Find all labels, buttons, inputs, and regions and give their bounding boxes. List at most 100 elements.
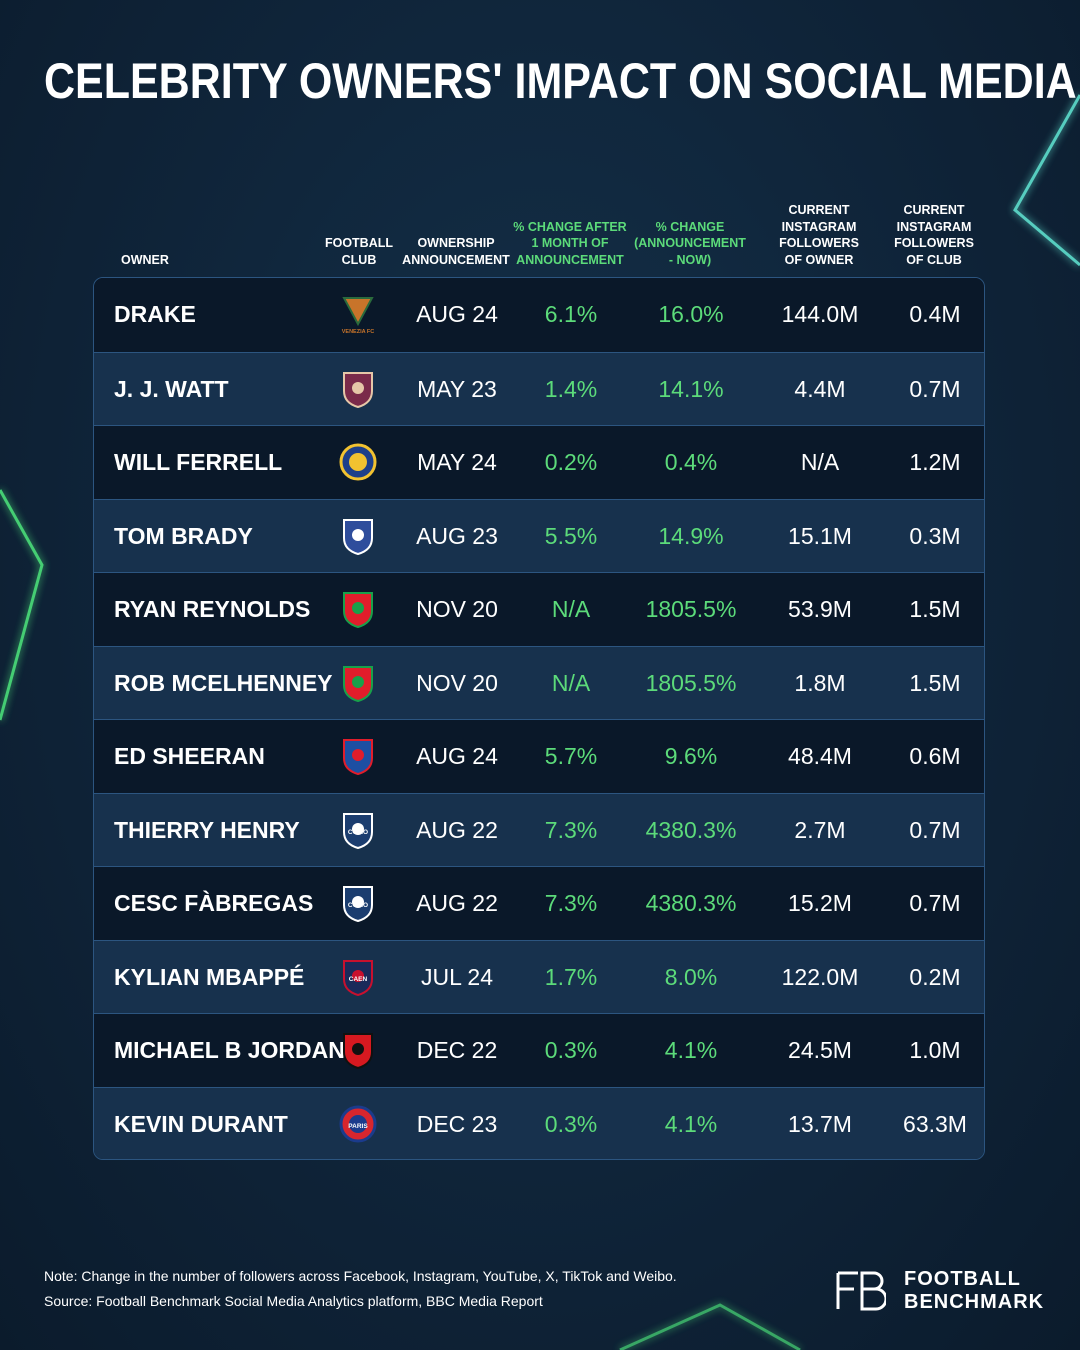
announcement-cell: AUG 24 <box>416 742 498 769</box>
club-followers-cell: 0.6M <box>909 742 961 769</box>
header-change-1-month: % CHANGE AFTER 1 MONTH OF ANNOUNCEMENT <box>513 219 627 267</box>
brand-line-2: BENCHMARK <box>904 1291 1045 1313</box>
announcement-cell: NOV 20 <box>416 595 498 622</box>
venezia-fc-crest-icon: VENEZIA FC <box>342 297 375 334</box>
change-now-cell: 4.1% <box>664 1110 718 1137</box>
club-followers-cell: 63.3M <box>903 1110 967 1137</box>
change-now-cell: 4380.3% <box>645 889 737 916</box>
owner-followers-cell: 1.8M <box>794 669 846 696</box>
announcement-cell: NOV 20 <box>416 669 498 696</box>
change-1m-cell: 7.3% <box>544 889 598 916</box>
change-1m-cell: 0.3% <box>544 1036 598 1063</box>
announcement-cell: AUG 23 <box>416 522 498 549</box>
como-crest-icon: COMO <box>343 813 373 850</box>
crest-text: VENEZIA FC <box>342 329 375 334</box>
brand-line-1: FOOTBALL <box>904 1268 1021 1290</box>
change-1m-cell: 6.1% <box>544 300 598 327</box>
club-followers-cell: 1.5M <box>909 669 961 696</box>
change-now-cell: 16.0% <box>658 300 724 327</box>
footer-source: Source: Football Benchmark Social Media … <box>44 1293 543 1309</box>
owner-followers-cell: 4.4M <box>794 375 846 402</box>
announcement-cell: AUG 22 <box>416 816 498 843</box>
owner-cell: TOM BRADY <box>114 522 253 549</box>
owner-followers-cell: N/A <box>800 448 840 475</box>
club-followers-cell: 0.3M <box>909 522 961 549</box>
table-row: J. J. WATT MAY 23 1.4% 14.1% 4.4M 0.7M <box>94 352 984 426</box>
header-ownership-announcement: OWNERSHIP ANNOUNCEMENT <box>402 236 510 267</box>
table-row: ROB MCELHENNEY NOV 20 N/A 1805.5% 1.8M 1.5M <box>94 646 984 720</box>
change-1m-cell: 5.7% <box>544 742 598 769</box>
owner-cell: KEVIN DURANT <box>114 1110 288 1137</box>
burnley-crest-icon <box>343 372 373 409</box>
change-1m-cell: 7.3% <box>544 816 598 843</box>
table-row: WILL FERRELL MAY 24 0.2% 0.4% N/A 1.2M <box>94 425 984 499</box>
owner-cell: ED SHEERAN <box>114 742 265 769</box>
sm-caen-crest-icon: CAEN <box>343 960 373 997</box>
table-row: TOM BRADY AUG 23 5.5% 14.9% 15.1M 0.3M <box>94 499 984 573</box>
page-title: CELEBRITY OWNERS' IMPACT ON SOCIAL MEDIA <box>44 53 1077 109</box>
club-followers-cell: 0.7M <box>909 889 961 916</box>
change-now-cell: 4380.3% <box>645 816 737 843</box>
announcement-cell: DEC 23 <box>416 1110 498 1137</box>
header-football-club: FOOTBALL CLUB <box>324 236 394 267</box>
club-followers-cell: 0.4M <box>909 300 961 327</box>
wrexham-crest-icon <box>343 666 373 703</box>
change-1m-cell: 0.2% <box>544 448 598 475</box>
club-followers-cell: 0.7M <box>909 375 961 402</box>
crest-text: COMO <box>348 902 368 909</box>
crest-text: COMO <box>348 829 368 836</box>
announcement-cell: AUG 24 <box>416 300 498 327</box>
table-row: RYAN REYNOLDS NOV 20 N/A 1805.5% 53.9M 1.5M <box>94 572 984 646</box>
change-now-cell: 14.9% <box>658 522 724 549</box>
owner-cell: CESC FÀBREGAS <box>114 889 314 916</box>
crest-text: CAEN <box>349 976 368 983</box>
change-now-cell: 8.0% <box>664 963 718 990</box>
table-row: CESC FÀBREGAS COMO AUG 22 7.3% 4380.3% 15.2M 0… <box>94 866 984 940</box>
ipswich-town-crest-icon <box>343 739 373 776</box>
owner-cell: MICHAEL B JORDAN <box>114 1036 345 1063</box>
header-owner: OWNER <box>121 252 169 267</box>
change-now-cell: 14.1% <box>658 375 724 402</box>
owner-followers-cell: 15.1M <box>788 522 852 549</box>
table-row: KEVIN DURANT PARIS DEC 23 0.3% 4.1% 13.7M 63.3… <box>94 1087 984 1159</box>
change-1m-cell: 0.3% <box>544 1110 598 1137</box>
bournemouth-crest-icon <box>343 1033 373 1070</box>
como-crest-icon: COMO <box>343 886 373 923</box>
owner-followers-cell: 144.0M <box>781 300 859 327</box>
owner-cell: J. J. WATT <box>114 375 229 402</box>
psg-crest-icon: PARIS <box>339 1105 377 1143</box>
footer-note: Note: Change in the number of followers … <box>44 1268 677 1284</box>
change-now-cell: 1805.5% <box>645 595 737 622</box>
owner-cell: THIERRY HENRY <box>114 816 300 843</box>
club-followers-cell: 1.0M <box>909 1036 961 1063</box>
header-change-now: % CHANGE (ANNOUNCEMENT - NOW) <box>634 219 746 267</box>
fb-logo-icon <box>836 1271 886 1311</box>
owner-followers-cell: 53.9M <box>788 595 852 622</box>
club-followers-cell: 1.5M <box>909 595 961 622</box>
change-now-cell: 0.4% <box>664 448 718 475</box>
table-row: DRAKE VENEZIA FC AUG 24 6.1% 16.0% 144.0M 0.4M <box>94 278 984 352</box>
birmingham-city-crest-icon <box>343 519 373 556</box>
owner-followers-cell: 24.5M <box>788 1036 852 1063</box>
table-row: THIERRY HENRY COMO AUG 22 7.3% 4380.3% 2.7M 0.… <box>94 793 984 867</box>
header-club-followers: CURRENT INSTAGRAM FOLLOWERS OF CLUB <box>894 203 974 267</box>
announcement-cell: MAY 23 <box>417 375 497 402</box>
owner-cell: KYLIAN MBAPPÉ <box>114 963 305 990</box>
owner-cell: WILL FERRELL <box>114 448 283 475</box>
change-1m-cell: 1.7% <box>544 963 598 990</box>
header-owner-followers: CURRENT INSTAGRAM FOLLOWERS OF OWNER <box>779 203 859 267</box>
change-1m-cell: N/A <box>551 595 591 622</box>
change-1m-cell: N/A <box>551 669 591 696</box>
owner-followers-cell: 13.7M <box>788 1110 852 1137</box>
club-followers-cell: 0.2M <box>909 963 961 990</box>
owner-cell: DRAKE <box>114 300 196 327</box>
club-followers-cell: 0.7M <box>909 816 961 843</box>
change-now-cell: 9.6% <box>664 742 718 769</box>
leeds-united-crest-icon <box>339 443 377 481</box>
football-benchmark-brand: FOOTBALL BENCHMARK <box>836 1268 1044 1314</box>
announcement-cell: JUL 24 <box>420 963 494 990</box>
announcement-cell: MAY 24 <box>417 448 497 475</box>
announcement-cell: AUG 22 <box>416 889 498 916</box>
owner-cell: ROB MCELHENNEY <box>114 669 333 696</box>
announcement-cell: DEC 22 <box>416 1036 498 1063</box>
